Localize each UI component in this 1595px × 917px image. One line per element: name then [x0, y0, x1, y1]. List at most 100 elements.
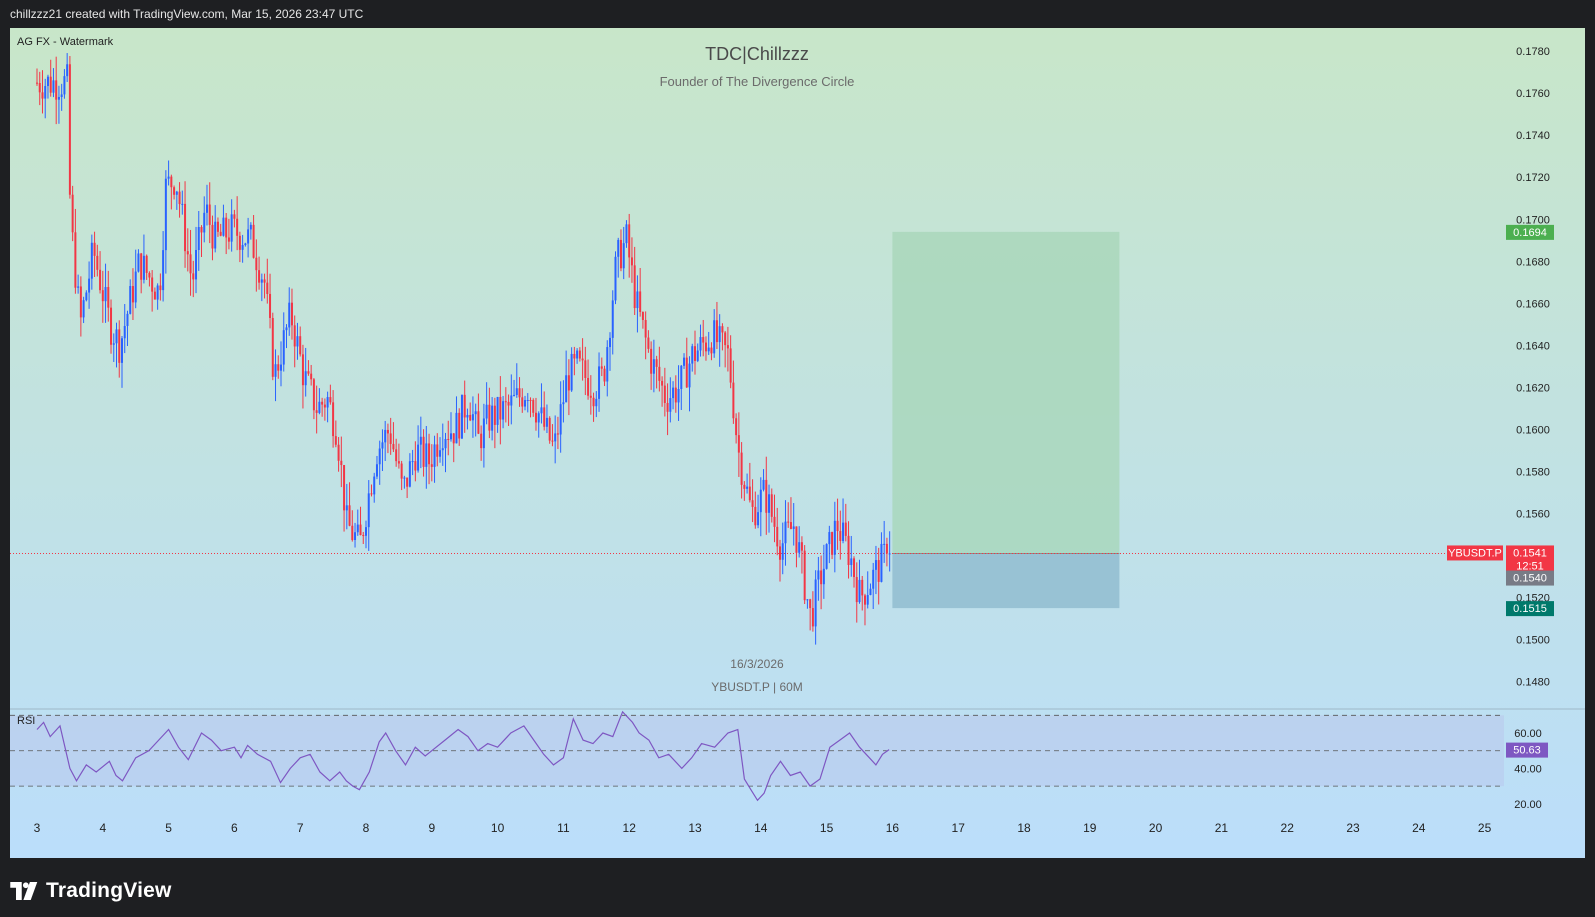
chart-canvas[interactable]: TDC|Chillzzz Founder of The Divergence Ci… — [10, 28, 1585, 858]
candle-body — [337, 444, 340, 461]
candle — [252, 215, 255, 259]
candle-body — [548, 417, 551, 441]
candle — [685, 337, 688, 388]
candle-body — [639, 291, 642, 312]
candle-body — [222, 217, 225, 236]
candle-body — [120, 338, 123, 363]
candle — [869, 583, 872, 596]
candle-body — [444, 438, 447, 449]
candle — [120, 336, 123, 388]
candle — [145, 254, 148, 280]
candle — [238, 231, 241, 263]
candle — [606, 340, 609, 397]
candle — [581, 338, 584, 381]
candle-body — [397, 461, 400, 464]
candle — [543, 391, 546, 431]
symbol-price-tag: YBUSDT.P — [1447, 545, 1503, 561]
candle — [282, 312, 285, 372]
candle — [315, 385, 318, 434]
prev-price-tag-text: 0.1540 — [1513, 573, 1547, 585]
stop-price-tag-text: 0.1515 — [1513, 603, 1547, 615]
candle-body — [630, 257, 633, 266]
candle-body — [565, 375, 568, 403]
candle-body — [99, 269, 102, 291]
candle-body — [449, 433, 452, 440]
candle-body — [759, 489, 762, 513]
candle-body — [266, 282, 269, 294]
candle — [647, 330, 650, 353]
candle — [148, 271, 151, 287]
candle — [301, 344, 304, 409]
candle — [164, 170, 167, 274]
candle — [754, 491, 757, 529]
candle-body — [592, 397, 595, 407]
candle — [57, 85, 60, 124]
candle — [831, 531, 834, 560]
candle-body — [195, 249, 198, 280]
candle — [839, 510, 842, 560]
bar-countdown-tag-text: 12:51 — [1516, 560, 1544, 572]
candle — [312, 378, 315, 420]
candle — [669, 377, 672, 423]
candle — [584, 346, 587, 396]
candle-body — [159, 285, 162, 291]
candle-body — [743, 484, 746, 489]
time-axis-tick: 5 — [165, 821, 172, 835]
candle-body — [123, 326, 126, 339]
candle — [140, 252, 143, 294]
tradingview-logo-icon — [10, 882, 38, 900]
candle — [759, 477, 762, 537]
candle-body — [609, 337, 612, 348]
candle-body — [104, 287, 107, 302]
candle — [559, 381, 562, 453]
candle — [326, 391, 329, 423]
candle — [688, 356, 691, 412]
rsi-axis-tick: 60.00 — [1514, 728, 1542, 740]
candle — [872, 562, 875, 610]
candle — [452, 433, 455, 463]
candle — [151, 270, 154, 312]
candle-body — [258, 270, 261, 283]
candle-body — [570, 353, 573, 391]
candle — [99, 251, 102, 294]
candle — [776, 507, 779, 556]
candle — [266, 258, 269, 304]
candle — [504, 387, 507, 423]
candle-body — [781, 543, 784, 560]
rsi-title: RSI — [17, 715, 35, 727]
candle — [68, 55, 71, 199]
candle — [773, 494, 776, 543]
candle-body — [757, 512, 760, 526]
candle-body — [885, 543, 888, 554]
chart-frame[interactable]: TDC|Chillzzz Founder of The Divergence Ci… — [10, 28, 1585, 858]
candle — [88, 261, 91, 309]
candle — [189, 229, 192, 296]
candle-body — [164, 178, 167, 251]
candle-body — [507, 401, 510, 406]
candle-body — [587, 377, 590, 396]
candle — [636, 275, 639, 333]
candle-body — [803, 550, 806, 601]
symbol-price-tag-text: YBUSDT.P — [1448, 547, 1502, 559]
candle-body — [888, 553, 891, 555]
candle — [674, 375, 677, 413]
candle-body — [230, 214, 233, 242]
bar-countdown-tag-bg — [1506, 559, 1554, 574]
candle-body — [491, 405, 494, 431]
candle — [578, 347, 581, 362]
candle — [806, 599, 809, 609]
price-axis-tick: 0.1620 — [1516, 382, 1550, 394]
candle — [247, 217, 250, 258]
time-axis-tick: 18 — [1017, 821, 1031, 835]
candle-body — [792, 526, 795, 529]
candle — [718, 314, 721, 367]
price-axis-tick: 0.1640 — [1516, 340, 1550, 352]
candle-body — [167, 176, 170, 179]
candle — [52, 68, 55, 98]
candle-body — [178, 191, 181, 205]
candle — [241, 234, 244, 263]
candle — [417, 425, 420, 473]
candle — [814, 570, 817, 645]
candle-body — [129, 286, 132, 314]
time-axis-tick: 19 — [1083, 821, 1097, 835]
